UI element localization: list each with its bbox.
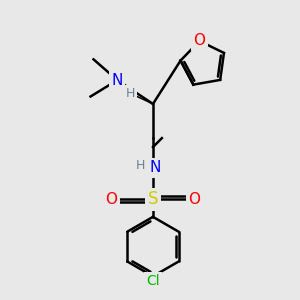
Text: O: O xyxy=(189,191,201,206)
Text: O: O xyxy=(194,34,206,49)
Text: N: N xyxy=(112,73,123,88)
Text: H: H xyxy=(126,87,135,100)
Text: Cl: Cl xyxy=(146,274,160,288)
Text: H: H xyxy=(136,159,145,172)
Text: S: S xyxy=(148,190,158,208)
Text: N: N xyxy=(150,160,161,175)
Text: O: O xyxy=(105,191,117,206)
